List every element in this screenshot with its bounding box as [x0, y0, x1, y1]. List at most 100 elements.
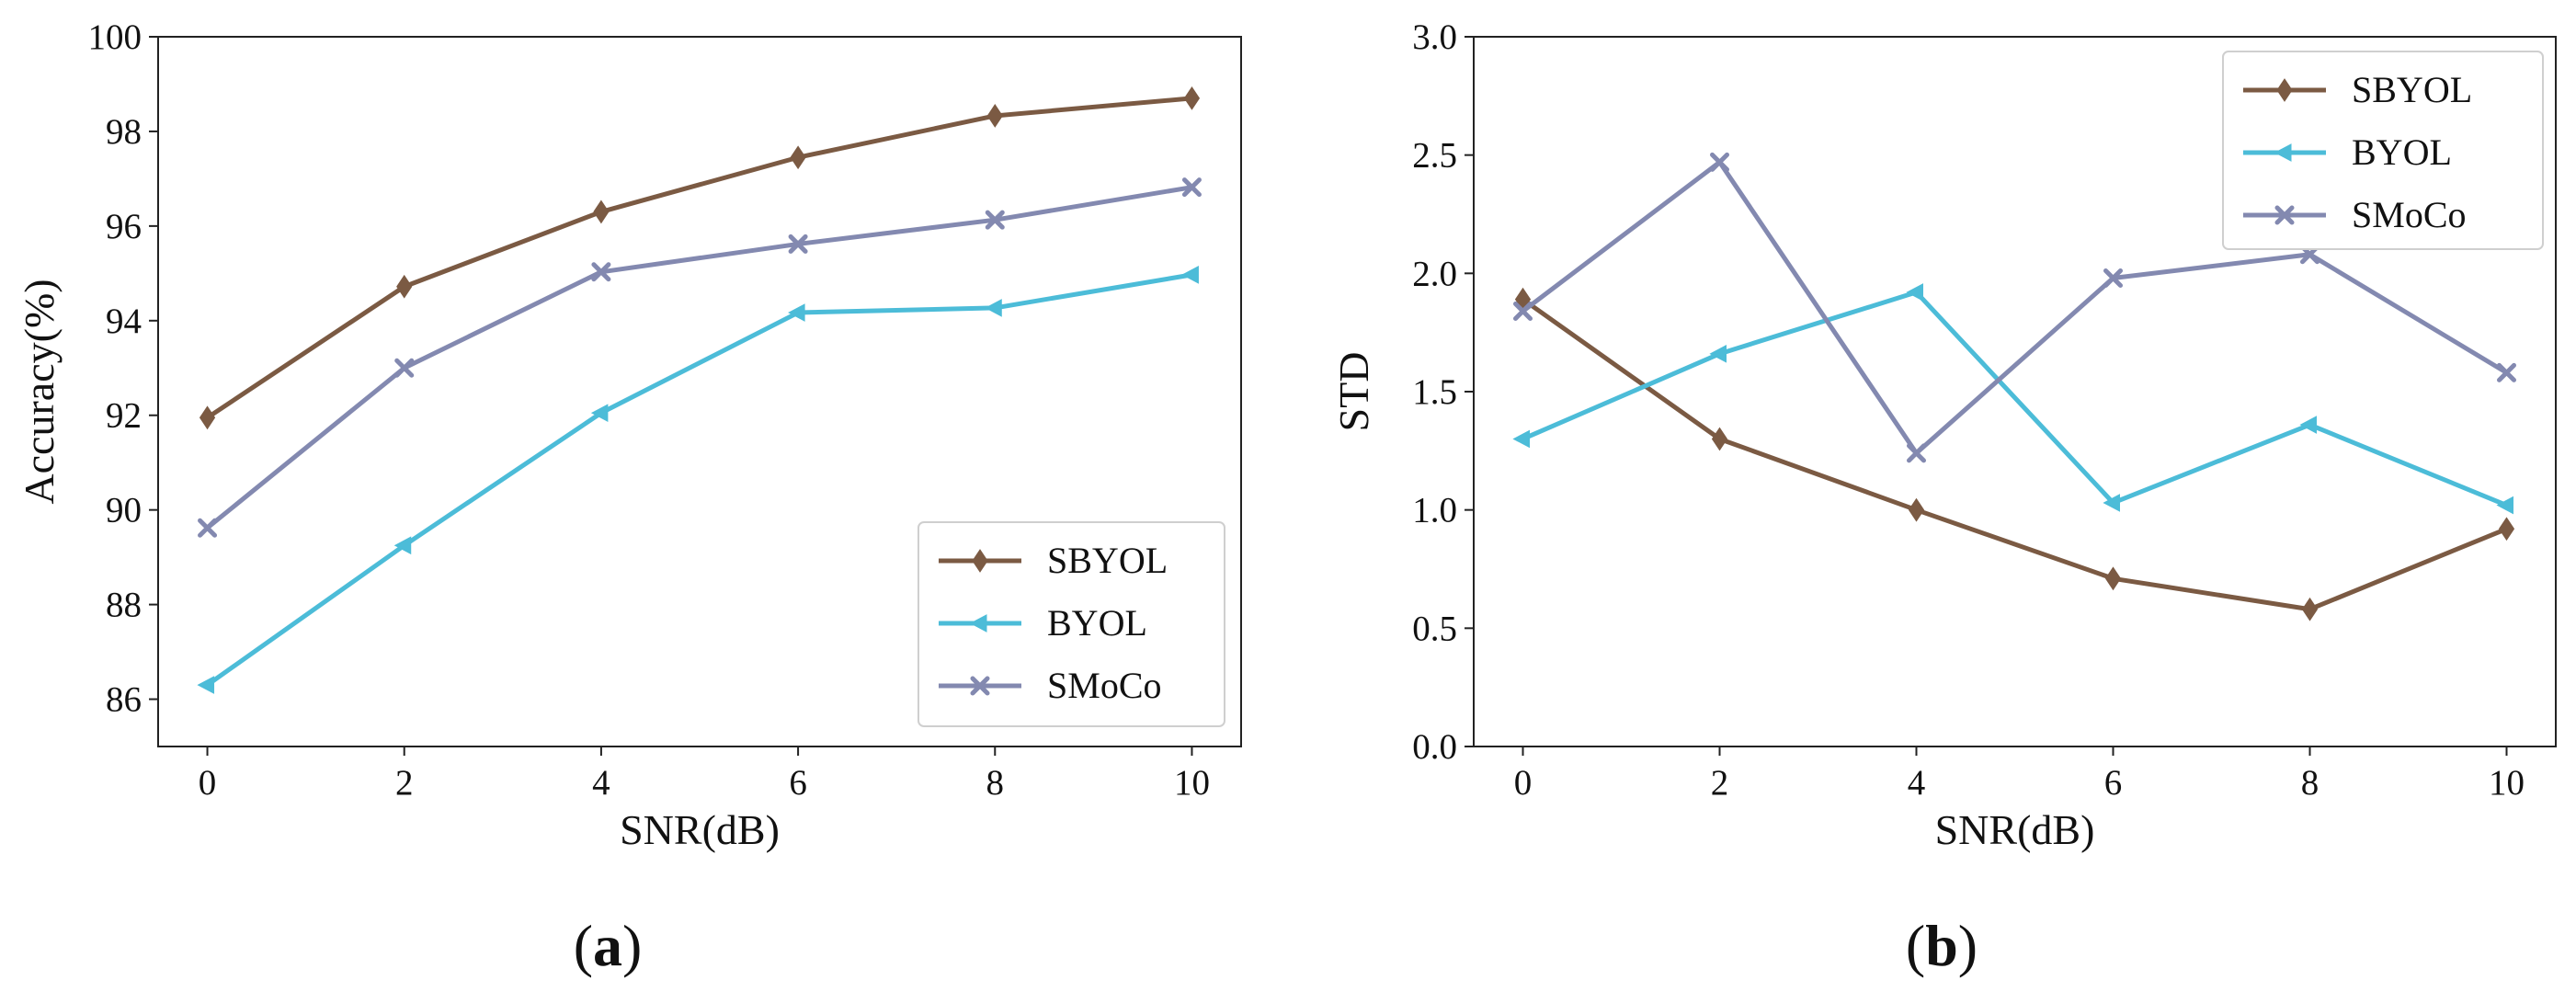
- series-byol: [1512, 283, 2513, 515]
- y-tick-label: 98: [106, 112, 142, 152]
- y-tick-label: 86: [106, 680, 142, 720]
- panel-label: (b): [1906, 913, 1978, 978]
- data-point: [1183, 86, 1201, 110]
- data-point: [2497, 362, 2516, 382]
- panel-label-close: ): [622, 913, 642, 978]
- y-tick-label: 96: [106, 207, 142, 246]
- data-point: [2103, 268, 2123, 288]
- data-point: [393, 536, 412, 555]
- x-tick-label: 6: [2104, 763, 2123, 803]
- data-point: [1181, 177, 1202, 198]
- data-point: [199, 405, 216, 430]
- data-point: [394, 358, 415, 378]
- legend-marker: [2274, 205, 2295, 225]
- series-line: [205, 185, 1192, 530]
- panel-label-letter: a: [593, 913, 622, 978]
- series-smoco: [198, 177, 1202, 538]
- y-tick-label: 2.0: [1412, 254, 1457, 293]
- data-point: [1711, 427, 1728, 451]
- y-tick-label: 3.0: [1412, 17, 1457, 57]
- y-tick-label: 1.5: [1412, 372, 1457, 412]
- legend-label: SBYOL: [1047, 540, 1168, 581]
- legend-marker: [972, 549, 988, 573]
- data-point: [1907, 443, 1926, 463]
- legend: SBYOL BYOL SMoCo: [918, 521, 1225, 727]
- series-sbyol: [1514, 287, 2515, 621]
- legend-marker: [969, 614, 987, 633]
- y-tick-label: 1.0: [1412, 491, 1457, 530]
- data-point: [590, 404, 609, 422]
- data-point: [985, 210, 1005, 230]
- data-point: [2104, 566, 2122, 591]
- x-tick-label: 0: [1514, 763, 1533, 803]
- x-tick-label: 4: [1908, 763, 1926, 803]
- data-point: [985, 299, 1002, 317]
- legend-box: [918, 521, 1225, 727]
- y-tick-label: 0.5: [1412, 609, 1457, 648]
- legend: SBYOL BYOL SMoCo: [2222, 51, 2544, 250]
- x-tick-label: 10: [1174, 763, 1210, 803]
- x-tick-label: 6: [789, 763, 807, 803]
- data-point: [198, 518, 218, 538]
- panel-label-open: (: [574, 913, 593, 978]
- data-point: [1181, 266, 1199, 284]
- x-tick-label: 8: [2301, 763, 2320, 803]
- x-tick-label: 10: [2489, 763, 2525, 803]
- data-point: [1906, 283, 1923, 302]
- series-smoco: [1513, 152, 2516, 463]
- legend-label: BYOL: [2352, 131, 2452, 173]
- data-point: [1709, 344, 1727, 363]
- panel-b: 0 2 4 6 8 10 0.0 0.5 1.0 1.5 2.0 2.5 3.0 SNR(dB) STD SB…: [1330, 17, 2557, 978]
- y-tick-label: 88: [106, 586, 142, 625]
- y-axis-label: Accuracy(%): [16, 279, 63, 504]
- data-point: [1908, 497, 1925, 522]
- legend-label: SMoCo: [1047, 665, 1162, 706]
- panel-label-letter: b: [1925, 913, 1958, 978]
- x-tick-label: 0: [199, 763, 217, 803]
- data-point: [2299, 416, 2317, 434]
- data-point: [1710, 152, 1729, 172]
- x-tick-label: 2: [1711, 763, 1729, 803]
- x-axis-label: SNR(dB): [1935, 806, 2095, 853]
- data-point: [1513, 302, 1533, 322]
- y-tick-label: 0.0: [1412, 727, 1457, 767]
- data-point: [1512, 429, 1530, 449]
- panel-a: 0 2 4 6 8 10 86 88 90 92 94 96 98 100 SNR(dB) Accuracy(…: [16, 17, 1242, 978]
- y-tick-label: 100: [88, 17, 142, 57]
- legend-box: [2222, 51, 2544, 250]
- series-byol: [197, 266, 1199, 694]
- data-point: [396, 274, 413, 299]
- legend-marker: [2276, 78, 2293, 102]
- y-tick-label: 90: [106, 491, 142, 530]
- series-line: [206, 272, 1192, 688]
- legend-label: BYOL: [1047, 602, 1147, 644]
- series-line: [1522, 297, 2508, 612]
- legend-label: SBYOL: [2352, 69, 2472, 110]
- panel-label-open: (: [1906, 913, 1925, 978]
- x-tick-label: 4: [592, 763, 610, 803]
- data-point: [788, 234, 808, 254]
- data-point: [593, 199, 610, 224]
- panel-label-close: ): [1958, 913, 1978, 978]
- series-sbyol: [199, 86, 1201, 430]
- plot-frame: [157, 36, 1242, 747]
- series-line: [1522, 290, 2508, 507]
- x-tick-label: 2: [395, 763, 414, 803]
- legend-marker: [970, 676, 990, 696]
- y-tick-label: 2.5: [1412, 136, 1457, 176]
- data-point: [790, 145, 806, 170]
- data-point: [2498, 517, 2515, 541]
- data-point: [2103, 494, 2120, 512]
- series-line: [1521, 159, 2508, 456]
- y-axis-label: STD: [1330, 352, 1377, 432]
- data-point: [788, 303, 805, 322]
- y-tick-label: 94: [106, 302, 142, 341]
- data-point: [591, 262, 611, 282]
- data-point: [2496, 496, 2513, 515]
- data-point: [2301, 597, 2319, 621]
- panel-label: (a): [574, 913, 643, 978]
- series-line: [206, 96, 1192, 420]
- x-axis-label: SNR(dB): [620, 806, 780, 853]
- data-point: [197, 676, 215, 694]
